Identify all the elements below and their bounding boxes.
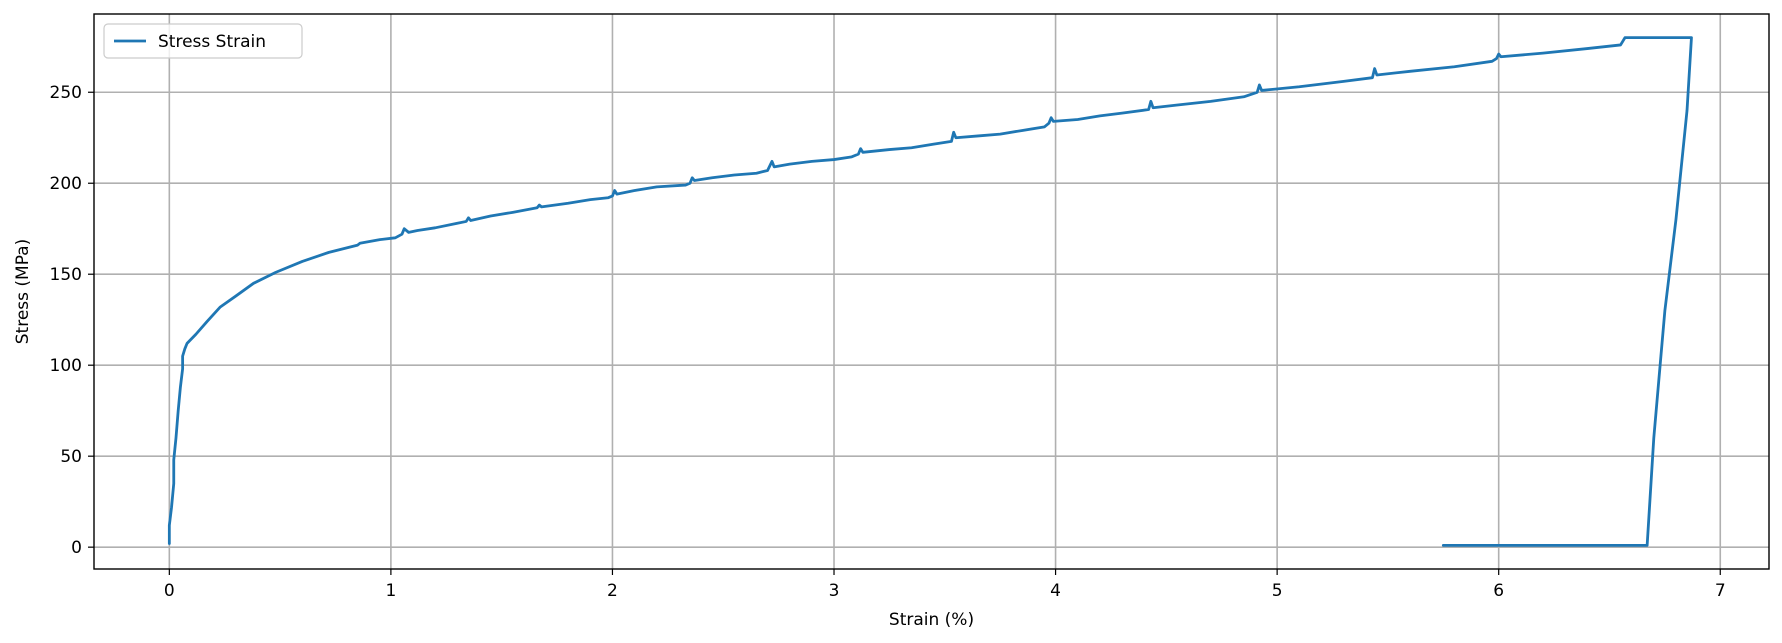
grid (94, 14, 1769, 569)
legend: Stress Strain (103, 23, 303, 59)
x-tick-label: 7 (1715, 581, 1726, 601)
axis-ticks: 0 1 2 3 4 5 6 7 0 50 100 150 200 250 (50, 83, 1726, 601)
y-tick-label: 200 (50, 174, 82, 194)
y-tick-label: 50 (60, 447, 82, 467)
y-axis-label: Stress (MPa) (13, 239, 33, 345)
y-tick-label: 100 (50, 356, 82, 376)
series-line-0 (167, 36, 1693, 547)
plot-frame (93, 13, 1770, 570)
legend-box (103, 23, 303, 59)
y-tick-label: 250 (50, 83, 82, 103)
x-tick-label: 4 (1050, 581, 1061, 601)
y-tick-label: 150 (50, 265, 82, 285)
x-tick-label: 2 (607, 581, 618, 601)
x-tick-label: 1 (385, 581, 396, 601)
legend-label: Stress Strain (158, 32, 266, 52)
x-tick-label: 0 (164, 581, 175, 601)
x-tick-label: 3 (829, 581, 840, 601)
x-tick-label: 5 (1272, 581, 1283, 601)
y-tick-label: 0 (71, 538, 82, 558)
x-axis-label: Strain (%) (889, 610, 974, 630)
series-layer (167, 36, 1693, 547)
x-tick-label: 6 (1493, 581, 1504, 601)
